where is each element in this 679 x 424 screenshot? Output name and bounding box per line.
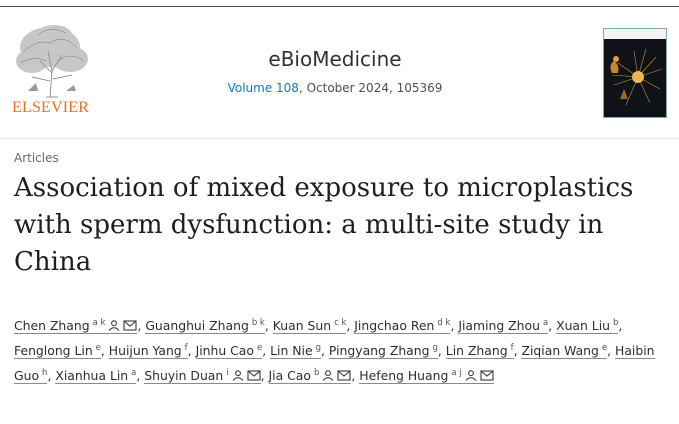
author-separator: ,	[351, 368, 360, 383]
email-icon[interactable]	[247, 366, 261, 381]
author-affiliation[interactable]: f	[510, 343, 514, 353]
author-item[interactable]: Jingchao Ren d k,	[354, 318, 458, 334]
article-section: Articles	[14, 151, 59, 165]
author-separator: ,	[262, 343, 271, 358]
author-affiliation[interactable]: b	[313, 368, 320, 378]
email-icon[interactable]	[123, 316, 137, 331]
author-item[interactable]: Huijun Yang f,	[108, 343, 196, 359]
email-icon[interactable]	[480, 366, 494, 381]
author-item[interactable]: Fenglong Lin e,	[14, 343, 109, 359]
author-separator: ,	[136, 368, 145, 383]
author-affiliation[interactable]: a	[131, 368, 137, 378]
author-name[interactable]: Fenglong Lin e	[14, 343, 101, 359]
person-icon[interactable]	[107, 316, 121, 331]
author-affiliation[interactable]: d k	[437, 318, 451, 328]
author-affiliation[interactable]: f	[184, 343, 188, 353]
elsevier-logo[interactable]: ELSEVIER	[10, 21, 96, 119]
author-name[interactable]: Hefeng Huang a j	[359, 366, 494, 384]
author-item[interactable]: Shuyin Duan i,	[144, 368, 268, 384]
author-item[interactable]: Jiaming Zhou a,	[458, 318, 556, 334]
issue-info: , October 2024, 105369	[298, 81, 443, 95]
author-name[interactable]: Jiaming Zhou a	[458, 318, 549, 334]
author-name[interactable]: Lin Nie g	[270, 343, 321, 359]
author-name[interactable]: Shuyin Duan i	[144, 366, 261, 384]
author-name[interactable]: Guanghui Zhang b k	[145, 318, 265, 334]
author-name[interactable]: Xianhua Lin a	[55, 368, 137, 384]
author-separator: ,	[260, 368, 269, 383]
author-separator: ,	[47, 368, 56, 383]
author-separator: ,	[513, 343, 522, 358]
author-item[interactable]: Kuan Sun c k,	[272, 318, 355, 334]
author-item[interactable]: Jinhu Cao e,	[195, 343, 271, 359]
author-item[interactable]: Lin Nie g,	[270, 343, 329, 359]
author-affiliation[interactable]: a	[542, 318, 549, 328]
author-separator: ,	[187, 343, 196, 358]
article-title: Association of mixed exposure to micropl…	[14, 173, 634, 277]
author-name[interactable]: Chen Zhang a k	[14, 316, 138, 334]
author-item[interactable]: Hefeng Huang a j	[359, 366, 494, 384]
person-icon[interactable]	[464, 366, 478, 381]
author-separator: ,	[618, 318, 623, 333]
person-icon[interactable]	[321, 366, 335, 381]
author-separator: ,	[100, 343, 109, 358]
volume-link[interactable]: Volume 108	[227, 81, 299, 95]
author-affiliation[interactable]: i	[226, 368, 229, 378]
author-affiliation[interactable]: g	[432, 343, 438, 353]
author-separator: ,	[137, 318, 146, 333]
author-item[interactable]: Pingyang Zhang g,	[328, 343, 446, 359]
author-name[interactable]: Pingyang Zhang g	[328, 343, 438, 359]
person-icon[interactable]	[231, 366, 245, 381]
publisher-name: ELSEVIER	[12, 99, 90, 116]
author-item[interactable]: Xuan Liu b,	[556, 318, 622, 334]
author-affiliation[interactable]: g	[315, 343, 321, 353]
author-item[interactable]: Xianhua Lin a,	[55, 368, 144, 384]
author-name[interactable]: Huijun Yang f	[108, 343, 188, 359]
top-border	[0, 6, 679, 7]
cover-art-icon	[604, 39, 666, 117]
author-affiliation[interactable]: h	[42, 368, 48, 378]
author-separator: ,	[346, 318, 355, 333]
author-name[interactable]: Lin Zhang f	[445, 343, 514, 359]
author-affiliation[interactable]: e	[95, 343, 101, 353]
author-name[interactable]: Jia Cao b	[268, 366, 352, 384]
author-item[interactable]: Haibin Guo h,	[14, 343, 655, 384]
author-name[interactable]: Ziqian Wang e	[521, 343, 608, 359]
author-separator: ,	[607, 343, 616, 358]
author-name[interactable]: Haibin Guo h	[14, 343, 655, 384]
author-item[interactable]: Guanghui Zhang b k,	[145, 318, 272, 334]
author-separator: ,	[264, 318, 273, 333]
header-divider	[0, 138, 679, 139]
journal-title[interactable]: eBioMedicine	[268, 47, 402, 71]
author-separator: ,	[450, 318, 459, 333]
author-affiliation[interactable]: e	[256, 343, 263, 353]
author-affiliation[interactable]: a j	[451, 368, 462, 378]
author-affiliation[interactable]: e	[601, 343, 608, 353]
author-separator: ,	[437, 343, 446, 358]
journal-cover-thumbnail[interactable]	[603, 28, 667, 118]
author-separator: ,	[321, 343, 329, 358]
journal-meta: Volume 108, October 2024, 105369	[180, 81, 490, 95]
publication-header: ELSEVIER eBioMedicine Volume 108, Octobe…	[0, 7, 679, 127]
author-affiliation[interactable]: b k	[251, 318, 265, 328]
author-separator: ,	[548, 318, 557, 333]
author-affiliation[interactable]: c k	[334, 318, 347, 328]
author-name[interactable]: Jinhu Cao e	[195, 343, 263, 359]
tree-icon	[16, 25, 88, 98]
author-list: Chen Zhang a k, Guanghui Zhang b k, Kuan S…	[14, 312, 674, 387]
author-affiliation[interactable]: a k	[92, 318, 106, 328]
author-item[interactable]: Chen Zhang a k,	[14, 318, 145, 334]
author-item[interactable]: Jia Cao b,	[268, 366, 360, 384]
author-item[interactable]: Ziqian Wang e,	[521, 343, 615, 359]
journal-info: eBioMedicine Volume 108, October 2024, 1…	[180, 47, 490, 95]
email-icon[interactable]	[337, 366, 351, 381]
author-name[interactable]: Kuan Sun c k	[272, 318, 347, 334]
author-name[interactable]: Xuan Liu b	[556, 318, 619, 334]
author-affiliation[interactable]: b	[613, 318, 619, 328]
author-name[interactable]: Jingchao Ren d k	[354, 318, 451, 334]
author-item[interactable]: Lin Zhang f,	[445, 343, 522, 359]
